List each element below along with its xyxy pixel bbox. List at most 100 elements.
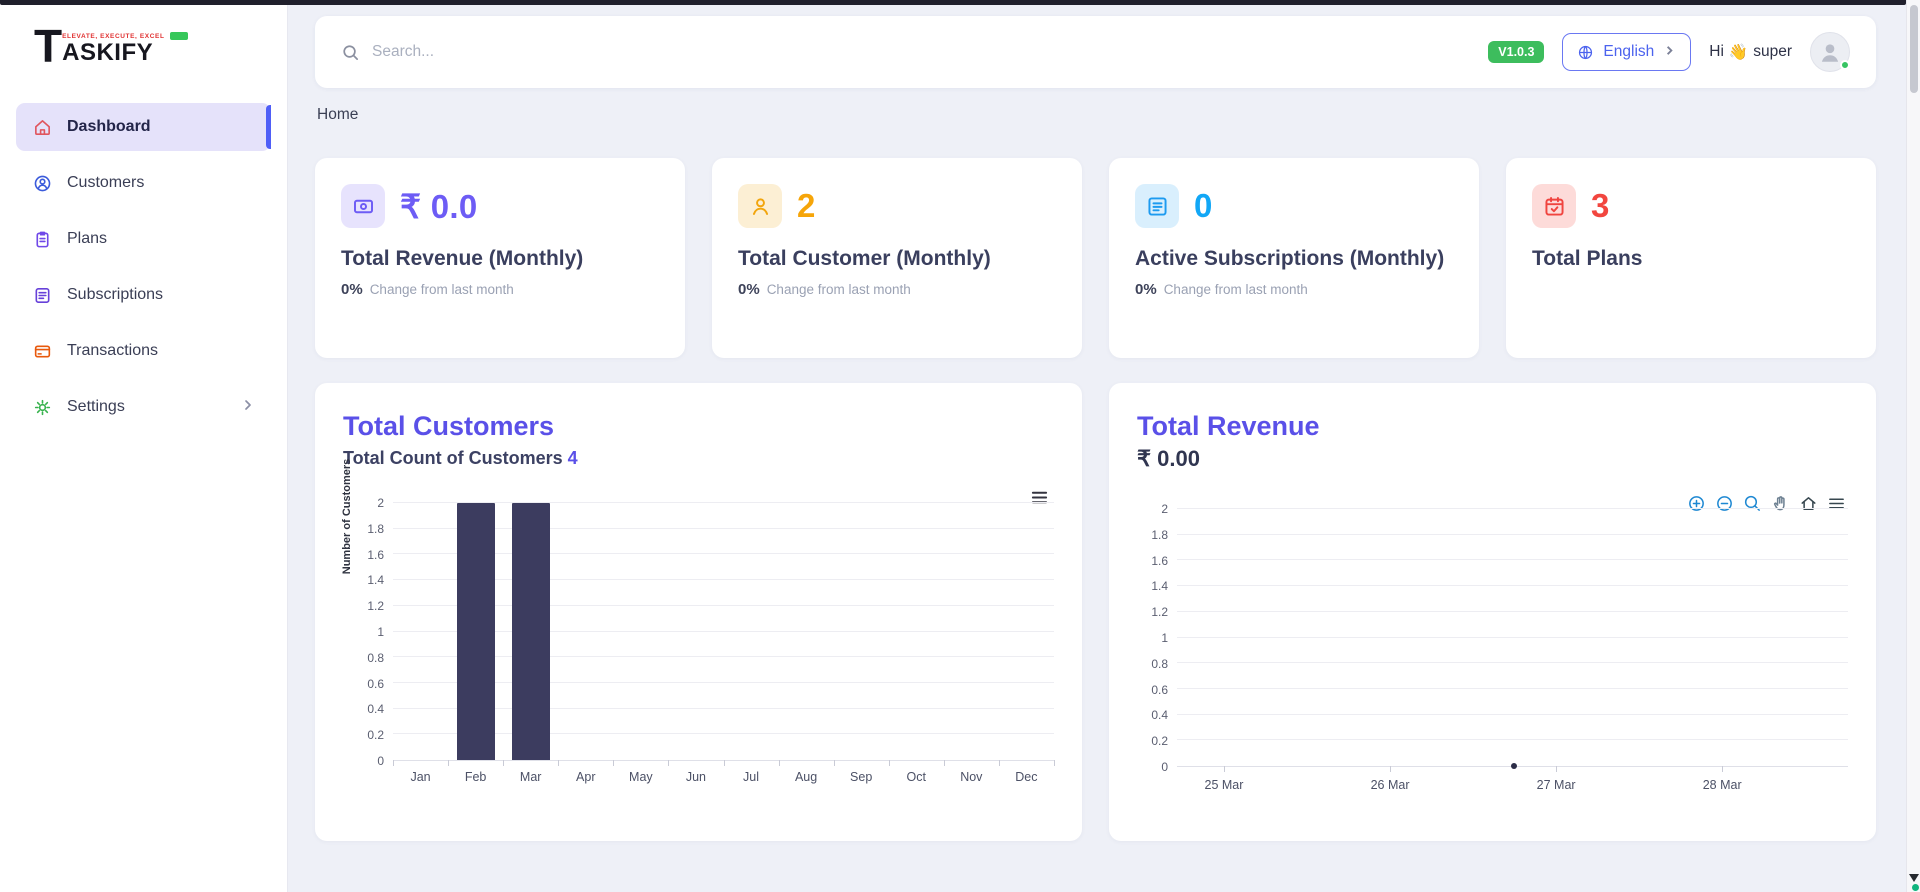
x-tick-mark: [558, 760, 560, 766]
stat-change: 0% Change from last month: [341, 281, 514, 299]
x-tick-mark: [1223, 766, 1225, 772]
stat-value: 0: [1194, 187, 1213, 224]
x-tick-label: Mar: [519, 770, 542, 784]
x-tick-label: Feb: [464, 770, 487, 784]
sidebar-item-dashboard[interactable]: Dashboard: [16, 103, 271, 152]
x-tick-mark: [888, 760, 890, 766]
chart-title: Total Customers: [343, 411, 555, 441]
y-tick-label: 0.4: [1151, 708, 1168, 723]
active-indicator: [266, 105, 271, 150]
y-tick-label: 0.8: [1151, 656, 1168, 671]
stat-title: Total Revenue (Monthly): [341, 247, 584, 270]
gridline: [393, 527, 1054, 529]
search-icon[interactable]: [341, 43, 360, 62]
x-tick-mark: [998, 760, 1000, 766]
gridline: [1177, 713, 1848, 715]
username: super: [1753, 43, 1792, 60]
x-tick-label: Jan: [410, 770, 431, 784]
language-selector-button[interactable]: English: [1562, 33, 1692, 71]
list-icon: [1135, 184, 1179, 228]
plans-icon: [32, 229, 52, 249]
x-tick-mark: [668, 760, 670, 766]
logo-name: ASKIFY: [62, 39, 154, 67]
sidebar-item-settings[interactable]: Settings: [16, 383, 271, 431]
breadcrumb[interactable]: Home: [317, 106, 359, 123]
page-scrollbar[interactable]: [1906, 0, 1920, 892]
y-tick-label: 0.8: [367, 650, 384, 665]
bar: [456, 503, 495, 760]
stat-value: 2: [797, 187, 816, 224]
x-tick-mark: [1722, 766, 1724, 772]
online-status-dot: [1840, 60, 1850, 70]
y-axis: 0 0.2 0.4 0.6 0.8 1 1.2 1.4 1.6 1.8 2: [359, 496, 393, 768]
taskify-logo[interactable]: T ELEVATE, EXECUTE, EXCEL ASKIFY: [0, 0, 287, 77]
bar-chart-plot: [393, 502, 1055, 766]
gridline: [393, 707, 1054, 709]
gridline: [393, 733, 1054, 735]
pan-icon[interactable]: [1770, 493, 1790, 513]
gridline: [1177, 687, 1848, 689]
sidebar-item-subscriptions[interactable]: Subscriptions: [16, 271, 271, 319]
y-tick-label: 0.4: [367, 702, 384, 717]
y-tick-label: 1.4: [367, 573, 384, 588]
gridline: [393, 553, 1054, 555]
gridline: [1177, 533, 1848, 535]
scrollbar-thumb[interactable]: [1910, 5, 1918, 93]
bar: [511, 503, 550, 760]
user-avatar[interactable]: [1810, 32, 1850, 72]
x-tick-label: Apr: [576, 770, 596, 784]
stat-change: 0% Change from last month: [1135, 281, 1308, 299]
y-axis-title: Number of Customers: [341, 458, 353, 575]
y-tick-label: 1: [1161, 631, 1168, 645]
x-tick-label: 26 Mar: [1370, 778, 1410, 792]
y-tick-label: 0.6: [1151, 682, 1168, 697]
x-tick-label: Jul: [743, 770, 759, 784]
scrollbar-down-arrow[interactable]: [1909, 874, 1919, 882]
x-tick-label: Nov: [960, 770, 983, 784]
sidebar-item-label: Plans: [67, 230, 108, 248]
sidebar-item-plans[interactable]: Plans: [16, 215, 271, 263]
y-tick-label: 1: [377, 625, 384, 639]
settings-icon: [32, 397, 52, 417]
chevron-right-icon: [1663, 44, 1676, 60]
stat-change: 0% Change from last month: [738, 281, 911, 299]
window-top-strip: [0, 0, 1906, 5]
y-tick-label: 2: [377, 496, 384, 510]
x-tick-label: May: [629, 770, 653, 784]
zoom-in-icon[interactable]: [1686, 493, 1706, 513]
x-tick-mark: [723, 760, 725, 766]
y-tick-label: 0.6: [367, 676, 384, 691]
sidebar-item-customers[interactable]: Customers: [16, 159, 271, 207]
stat-title: Total Customer (Monthly): [738, 247, 991, 270]
x-tick-label: Sep: [850, 770, 873, 784]
gridline: [1177, 739, 1848, 741]
y-axis: 0 0.2 0.4 0.6 0.8 1 1.2 1.4 1.6 1.8 2: [1137, 502, 1177, 774]
x-tick-label: Jun: [685, 770, 706, 784]
gridline: [1177, 636, 1848, 638]
gridline: [393, 502, 1054, 503]
x-tick-mark: [393, 760, 394, 766]
zoom-out-icon[interactable]: [1714, 493, 1734, 513]
gridline: [1177, 559, 1848, 561]
stat-card-active-subscriptions: 0 Active Subscriptions (Monthly) 0% Chang…: [1109, 158, 1479, 358]
x-tick-label: 25 Mar: [1204, 778, 1244, 792]
gridline: [393, 579, 1054, 581]
x-tick-mark: [613, 760, 615, 766]
sidebar-item-label: Customers: [67, 174, 145, 192]
y-tick-label: 1.4: [1151, 579, 1168, 594]
banknote-icon: [341, 184, 385, 228]
search-input[interactable]: [372, 43, 602, 61]
logo-letter-t: T: [34, 20, 62, 72]
topbar: V1.0.3 English Hi👋super: [315, 16, 1876, 88]
calendar-check-icon: [1532, 184, 1576, 228]
line-chart-plot: [1177, 508, 1848, 772]
logo-tagline: ELEVATE, EXECUTE, EXCEL: [62, 32, 165, 40]
sidebar-item-label: Settings: [67, 398, 125, 416]
x-tick-mark: [1556, 766, 1558, 772]
customers-icon: [32, 173, 52, 193]
x-tick-mark: [778, 760, 780, 766]
sidebar-item-transactions[interactable]: Transactions: [16, 327, 271, 375]
chevron-right-icon: [241, 398, 255, 417]
menu-icon[interactable]: [1826, 493, 1846, 513]
stat-card-total-revenue: ₹ 0.0 Total Revenue (Monthly) 0% Change f…: [315, 158, 685, 358]
